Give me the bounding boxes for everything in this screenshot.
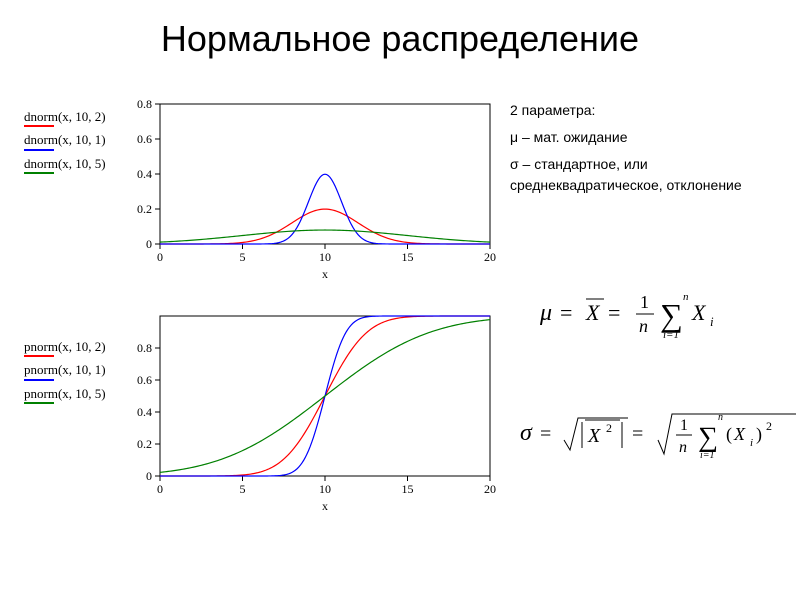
legend-swatch: [24, 402, 54, 404]
svg-text:0.4: 0.4: [137, 405, 152, 419]
legend-swatch: [24, 379, 54, 381]
svg-text:0.6: 0.6: [137, 132, 152, 146]
svg-text:=: =: [560, 300, 572, 325]
legend-label: dnorm(x, 10, 1): [24, 132, 106, 147]
legend-item: dnorm(x, 10, 1): [24, 133, 106, 150]
pnorm-chart: 0 5 10 15 20 0 0.2 0.4 0.6 0.8 x: [130, 310, 500, 525]
svg-text:0: 0: [146, 237, 152, 251]
svg-text:0.2: 0.2: [137, 202, 152, 216]
legend-item: pnorm(x, 10, 2): [24, 340, 106, 357]
svg-text:15: 15: [402, 250, 414, 264]
legend-swatch: [24, 149, 54, 151]
svg-text:n: n: [679, 439, 687, 456]
svg-text:∑: ∑: [698, 422, 718, 453]
legend-item: dnorm(x, 10, 5): [24, 157, 106, 174]
svg-text:i=1: i=1: [663, 329, 679, 341]
svg-text:0.8: 0.8: [137, 341, 152, 355]
svg-text:X: X: [585, 300, 601, 325]
svg-text:X: X: [733, 424, 746, 444]
legend-item: dnorm(x, 10, 2): [24, 110, 106, 127]
svg-text:0.4: 0.4: [137, 167, 152, 181]
svg-text:15: 15: [402, 482, 414, 496]
svg-text:n: n: [639, 316, 648, 336]
dnorm-legend: dnorm(x, 10, 2) dnorm(x, 10, 1) dnorm(x,…: [24, 110, 106, 180]
formula-mu: μ = X = 1 n ∑ n i=1 X i: [540, 282, 770, 347]
side-line: σ – стандартное, или среднеквадратическо…: [510, 154, 780, 196]
legend-label: pnorm(x, 10, 5): [24, 386, 106, 401]
svg-text:10: 10: [319, 250, 331, 264]
legend-label: dnorm(x, 10, 2): [24, 109, 106, 124]
svg-text:1: 1: [680, 417, 688, 434]
legend-label: pnorm(x, 10, 1): [24, 362, 106, 377]
svg-text:=: =: [632, 423, 643, 445]
side-text: 2 параметра: μ – мат. ожидание σ – станд…: [510, 100, 780, 202]
svg-text:n: n: [718, 412, 723, 423]
legend-label: dnorm(x, 10, 5): [24, 156, 106, 171]
svg-text:0.6: 0.6: [137, 373, 152, 387]
svg-text:2: 2: [606, 421, 612, 435]
svg-text:0.8: 0.8: [137, 98, 152, 111]
svg-text:i=1: i=1: [700, 450, 715, 461]
legend-swatch: [24, 125, 54, 127]
svg-text:=: =: [608, 300, 620, 325]
legend-item: pnorm(x, 10, 5): [24, 387, 106, 404]
svg-text:X: X: [587, 425, 601, 447]
svg-text:=: =: [540, 423, 551, 445]
dnorm-chart: 0 5 10 15 20 0 0.2 0.4 0.6 0.8 x: [130, 98, 500, 288]
legend-item: pnorm(x, 10, 1): [24, 363, 106, 380]
svg-text:(: (: [726, 424, 732, 445]
svg-text:i: i: [750, 437, 753, 449]
svg-text:0: 0: [157, 250, 163, 264]
side-line: 2 параметра:: [510, 100, 780, 121]
side-line: μ – мат. ожидание: [510, 127, 780, 148]
svg-text:μ: μ: [540, 300, 552, 326]
svg-text:0: 0: [146, 469, 152, 483]
svg-text:σ: σ: [520, 420, 533, 446]
svg-text:0: 0: [157, 482, 163, 496]
svg-text:): ): [756, 424, 762, 445]
formula-sigma: σ = X 2 = 1 n ∑ n i=1 ( X: [520, 400, 800, 470]
page-title: Нормальное распределение: [0, 18, 800, 60]
svg-text:X: X: [691, 300, 707, 325]
svg-text:20: 20: [484, 482, 496, 496]
svg-text:n: n: [683, 291, 689, 303]
svg-text:x: x: [322, 267, 328, 281]
svg-text:0.2: 0.2: [137, 437, 152, 451]
legend-swatch: [24, 172, 54, 174]
svg-text:x: x: [322, 499, 328, 513]
svg-text:5: 5: [240, 482, 246, 496]
pnorm-legend: pnorm(x, 10, 2) pnorm(x, 10, 1) pnorm(x,…: [24, 340, 106, 410]
legend-swatch: [24, 355, 54, 357]
svg-text:5: 5: [240, 250, 246, 264]
svg-text:1: 1: [640, 292, 649, 312]
svg-text:10: 10: [319, 482, 331, 496]
legend-label: pnorm(x, 10, 2): [24, 339, 106, 354]
svg-text:i: i: [710, 314, 714, 329]
svg-text:∑: ∑: [660, 297, 683, 333]
svg-text:2: 2: [766, 419, 772, 433]
svg-text:20: 20: [484, 250, 496, 264]
